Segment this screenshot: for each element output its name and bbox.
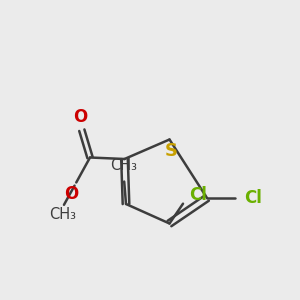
Text: Cl: Cl <box>244 189 262 207</box>
Text: O: O <box>64 185 78 203</box>
Text: S: S <box>164 142 178 160</box>
Text: CH₃: CH₃ <box>110 158 137 172</box>
Text: O: O <box>73 108 87 126</box>
Text: CH₃: CH₃ <box>49 207 76 222</box>
Text: Cl: Cl <box>189 186 207 204</box>
